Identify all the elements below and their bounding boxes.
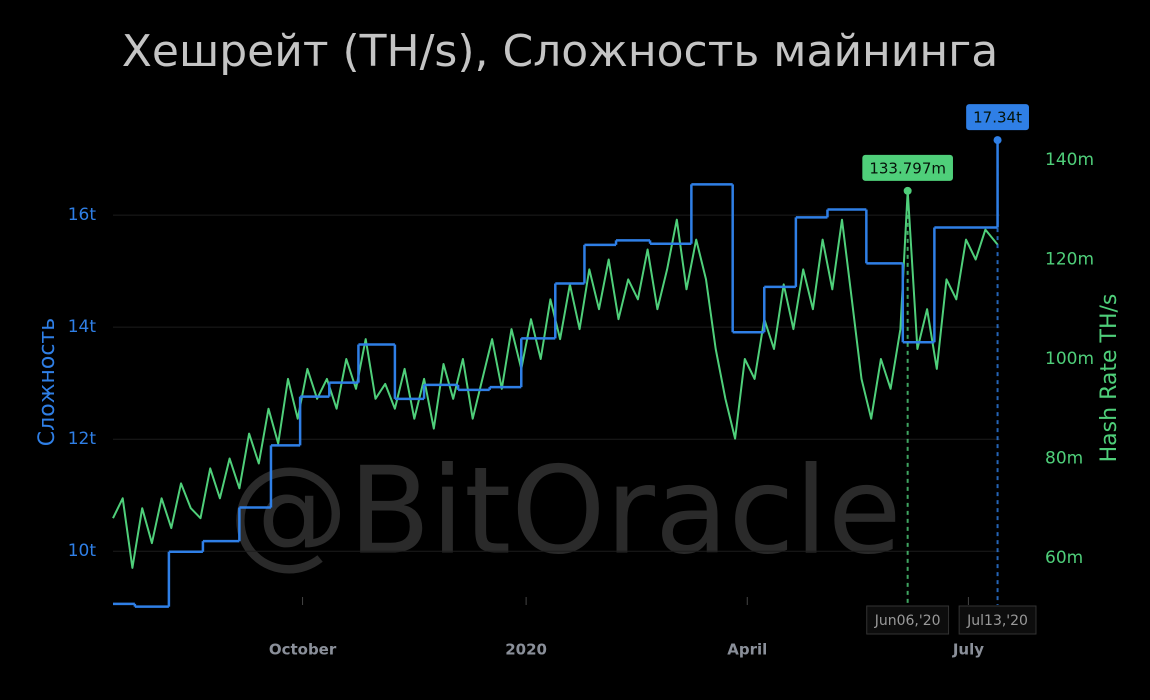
x-tick-label: 2020 xyxy=(505,641,547,659)
y-axis-label: Сложность xyxy=(35,318,60,446)
y2-tick-label: 120m xyxy=(1045,249,1094,269)
x-tick-label: October xyxy=(269,641,337,659)
x-tick-label: April xyxy=(727,641,767,659)
y-tick-label: 14t xyxy=(68,317,97,337)
x-badge-bg xyxy=(866,605,950,635)
y2-axis-label: Hash Rate TH/s xyxy=(1097,294,1122,463)
x-badge: Jul13,'20 xyxy=(958,605,1037,635)
x-badge-bg xyxy=(958,605,1037,635)
hover-point xyxy=(903,186,912,195)
chart-title: Хешрейт (TH/s), Сложность майнинга xyxy=(122,26,999,77)
y-tick-label: 12t xyxy=(68,429,97,449)
y2-tick-label: 60m xyxy=(1045,548,1083,568)
hover-point xyxy=(993,136,1002,145)
x-badge-text: Jul13,'20 xyxy=(966,613,1028,629)
y2-tick-label: 80m xyxy=(1045,448,1083,468)
badge-bg xyxy=(966,104,1029,131)
x-badge-text: Jun06,'20 xyxy=(874,613,941,629)
badge-text: 133.797m xyxy=(869,159,946,177)
y2-tick-label: 100m xyxy=(1045,349,1094,369)
y2-tick-label: 140m xyxy=(1045,150,1094,170)
value-badge: 17.34t xyxy=(966,104,1029,131)
badge-text: 17.34t xyxy=(973,109,1022,127)
x-badge: Jun06,'20 xyxy=(866,605,950,635)
value-badge: 133.797m xyxy=(862,154,953,181)
y-tick-label: 16t xyxy=(68,205,97,225)
y-tick-label: 10t xyxy=(68,541,97,561)
watermark: @BitOracle xyxy=(228,443,901,582)
x-tick-label: July xyxy=(952,641,984,659)
badge-bg xyxy=(862,154,953,181)
